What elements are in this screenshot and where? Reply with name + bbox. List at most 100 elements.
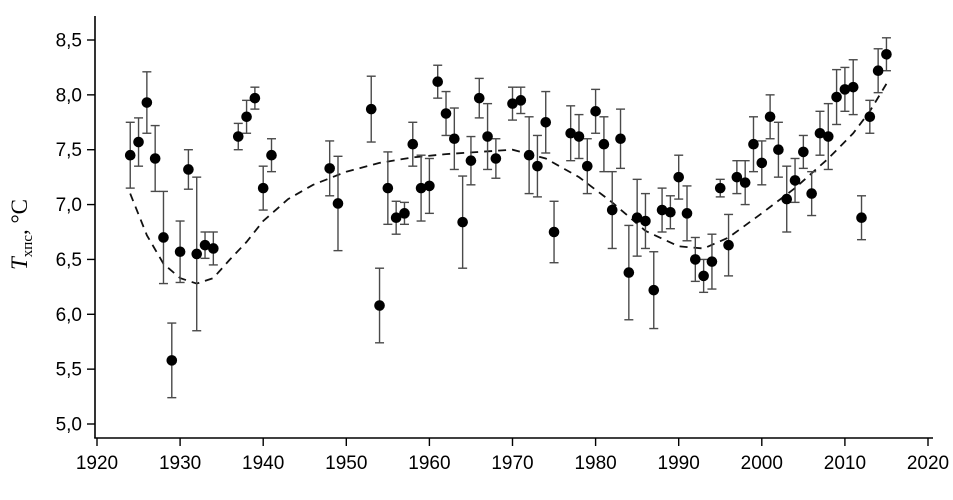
data-point xyxy=(739,177,751,188)
data-point xyxy=(257,182,269,194)
data-point xyxy=(548,226,560,238)
data-point xyxy=(440,108,452,119)
data-point xyxy=(482,131,493,142)
data-point xyxy=(449,133,460,145)
x-tick-label: 2010 xyxy=(824,453,866,474)
data-point xyxy=(532,160,543,172)
data-point xyxy=(640,215,651,227)
y-tick-label: 8,0 xyxy=(56,85,82,106)
data-point xyxy=(847,81,859,93)
data-point xyxy=(681,208,693,219)
data-point xyxy=(191,248,203,260)
y-tick-label: 7,5 xyxy=(56,140,82,161)
data-point xyxy=(881,48,892,60)
data-point xyxy=(731,171,743,183)
data-point xyxy=(415,182,427,194)
data-point xyxy=(174,246,186,258)
y-tick-label: 6,0 xyxy=(56,305,82,326)
x-tick-label: 2000 xyxy=(741,453,783,474)
data-point xyxy=(814,127,826,139)
data-point xyxy=(748,138,759,150)
data-point xyxy=(149,153,161,164)
y-tick-label: 8,5 xyxy=(56,31,82,52)
data-point xyxy=(590,106,601,117)
data-point xyxy=(822,131,834,142)
y-tick-label: 5,5 xyxy=(56,360,82,381)
data-point xyxy=(856,212,867,224)
data-point xyxy=(158,232,169,243)
data-point xyxy=(656,204,668,216)
data-point xyxy=(706,256,718,267)
data-point xyxy=(839,84,851,95)
data-point xyxy=(249,92,261,104)
data-point xyxy=(598,138,610,150)
data-point xyxy=(631,212,643,224)
x-tick-label: 1920 xyxy=(76,453,118,474)
y-tick-label: 6,5 xyxy=(56,250,82,271)
data-point xyxy=(465,155,477,166)
data-point xyxy=(673,171,684,183)
data-point xyxy=(507,98,518,109)
data-point xyxy=(374,300,385,311)
data-point xyxy=(382,182,394,194)
data-point xyxy=(831,91,842,103)
x-tick-label: 1950 xyxy=(325,453,367,474)
data-point xyxy=(665,206,676,218)
data-point xyxy=(789,175,801,186)
data-point xyxy=(581,160,593,172)
data-point xyxy=(432,76,444,87)
data-point xyxy=(523,149,535,161)
trend-line xyxy=(129,83,888,285)
data-point xyxy=(773,144,784,156)
data-point xyxy=(623,267,635,278)
data-point xyxy=(764,111,776,123)
x-tick-label: 1940 xyxy=(242,453,284,474)
data-point xyxy=(133,136,144,148)
data-point xyxy=(565,127,576,139)
data-point xyxy=(399,208,410,219)
data-point xyxy=(365,103,377,115)
data-point xyxy=(573,131,585,142)
x-tick-label: 1980 xyxy=(574,453,616,474)
x-tick-label: 1960 xyxy=(408,453,450,474)
data-point xyxy=(515,95,527,106)
data-point xyxy=(199,239,211,251)
data-point xyxy=(606,204,618,216)
x-tick-label: 1930 xyxy=(159,453,201,474)
data-point xyxy=(781,193,793,205)
data-point xyxy=(864,111,876,123)
data-point xyxy=(232,131,244,142)
data-point xyxy=(124,149,136,161)
data-point xyxy=(615,133,626,145)
data-point xyxy=(490,153,502,164)
data-point xyxy=(723,239,734,251)
x-tick-label: 2020 xyxy=(907,453,949,474)
data-point xyxy=(798,146,809,158)
data-point xyxy=(872,65,884,77)
data-point xyxy=(241,111,252,123)
data-point xyxy=(208,243,219,254)
x-tick-label: 1970 xyxy=(491,453,533,474)
data-point xyxy=(714,182,726,194)
data-point xyxy=(324,163,335,174)
data-point xyxy=(332,198,344,209)
data-point xyxy=(690,254,701,265)
y-axis-title: Tхпс, °C xyxy=(7,199,36,270)
data-point xyxy=(266,149,277,161)
data-point xyxy=(473,92,485,104)
x-tick-label: 1990 xyxy=(658,453,700,474)
data-point xyxy=(407,138,419,150)
y-tick-label: 7,0 xyxy=(56,195,82,216)
data-point xyxy=(424,180,435,192)
data-point xyxy=(698,270,709,282)
y-tick-label: 5,0 xyxy=(56,415,82,436)
data-point xyxy=(756,157,768,169)
data-point xyxy=(141,97,153,108)
data-point xyxy=(648,284,660,296)
data-point xyxy=(457,216,468,228)
data-point xyxy=(390,212,402,224)
data-point xyxy=(540,116,552,128)
data-point xyxy=(806,188,817,199)
